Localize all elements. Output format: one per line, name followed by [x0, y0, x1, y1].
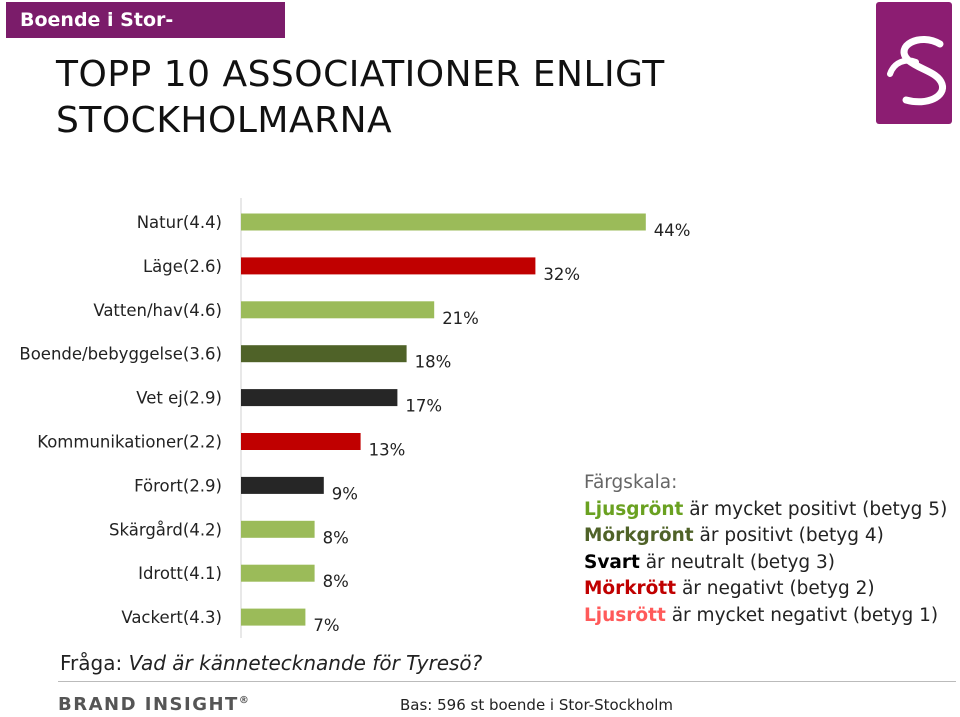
category-label: Läge(2.6)	[143, 257, 222, 276]
legend-item-black: Svart är neutralt (betyg 3)	[584, 550, 954, 577]
data-label: 8%	[323, 572, 349, 591]
data-label: 18%	[415, 353, 452, 372]
question-label: Fråga:	[60, 651, 123, 675]
data-label: 13%	[369, 441, 406, 460]
category-label: Vackert(4.3)	[121, 608, 222, 627]
data-label: 44%	[654, 221, 691, 240]
bar	[241, 257, 536, 275]
data-label: 21%	[442, 309, 479, 328]
color-scale-legend: Färgskala: Ljusgrönt är mycket positivt …	[584, 470, 954, 629]
legend-key: Mörkgrönt	[584, 525, 694, 546]
bar	[241, 389, 398, 407]
category-label: Vet ej(2.9)	[136, 389, 222, 408]
data-label: 8%	[323, 528, 349, 547]
legend-text: är positivt (betyg 4)	[693, 525, 884, 546]
category-label: Natur(4.4)	[137, 213, 222, 232]
bar	[241, 564, 315, 582]
legend-text: är mycket negativt (betyg 1)	[665, 604, 939, 626]
brand-text: BRAND INSIGHT	[58, 694, 239, 715]
association-bar-chart: Natur(4.4) 44% Läge(2.6) 32% Vatten/hav(4.6)…	[19, 198, 691, 638]
legend-item-light-red: Ljusrött är mycket negativt (betyg 1)	[584, 603, 954, 630]
brand-logo	[876, 2, 952, 124]
bar	[241, 608, 306, 626]
bar	[241, 345, 407, 363]
footer-divider	[58, 681, 956, 682]
legend-text: är neutralt (betyg 3)	[639, 551, 836, 573]
data-label: 32%	[543, 265, 580, 284]
bar	[241, 433, 361, 450]
legend-text: är mycket positivt (betyg 5)	[683, 498, 948, 520]
category-label: Idrott(4.1)	[138, 564, 222, 583]
data-label: 17%	[405, 397, 442, 416]
question-text: Vad är kännetecknande för Tyresö?	[128, 651, 483, 675]
legend-key: Ljusrött	[584, 604, 666, 626]
legend-text: är negativt (betyg 2)	[676, 578, 875, 599]
registered-mark: ®	[238, 695, 249, 706]
legend-item-light-green: Ljusgrönt är mycket positivt (betyg 5)	[584, 497, 954, 524]
bar	[241, 213, 646, 231]
category-label: Boende/bebyggelse(3.6)	[19, 345, 222, 364]
bar	[241, 301, 435, 319]
category-label: Förort(2.9)	[134, 476, 222, 495]
header-tag: Boende i Stor-Stockholm	[6, 2, 285, 67]
question: Fråga: Vad är kännetecknande för Tyresö?	[60, 651, 482, 675]
legend-heading: Färgskala:	[584, 472, 678, 493]
legend-item-dark-green: Mörkgrönt är positivt (betyg 4)	[584, 523, 954, 550]
page-title-line-1: TOPP 10 ASSOCIATIONER ENLIGT	[56, 54, 665, 95]
category-label: Skärgård(4.2)	[109, 520, 222, 539]
data-label: 7%	[313, 616, 339, 635]
data-label: 9%	[332, 484, 358, 503]
bar	[241, 520, 315, 538]
brand-insight-swirl-icon	[887, 36, 946, 106]
brand-name: BRAND INSIGHT®	[58, 694, 249, 715]
category-label: Vatten/hav(4.6)	[93, 301, 222, 320]
category-label: Kommunikationer(2.2)	[37, 433, 222, 452]
legend-key: Ljusgrönt	[584, 498, 684, 520]
base-note: Bas: 596 st boende i Stor-Stockholm	[400, 696, 674, 714]
bar	[241, 476, 324, 494]
page-title: TOPP 10 ASSOCIATIONER ENLIGT STOCKHOLMAR…	[56, 52, 816, 144]
legend-key: Mörkrött	[584, 578, 677, 599]
legend-key: Svart	[584, 551, 640, 573]
legend-item-dark-red: Mörkrött är negativt (betyg 2)	[584, 576, 954, 603]
page-title-line-2: STOCKHOLMARNA	[56, 100, 393, 141]
